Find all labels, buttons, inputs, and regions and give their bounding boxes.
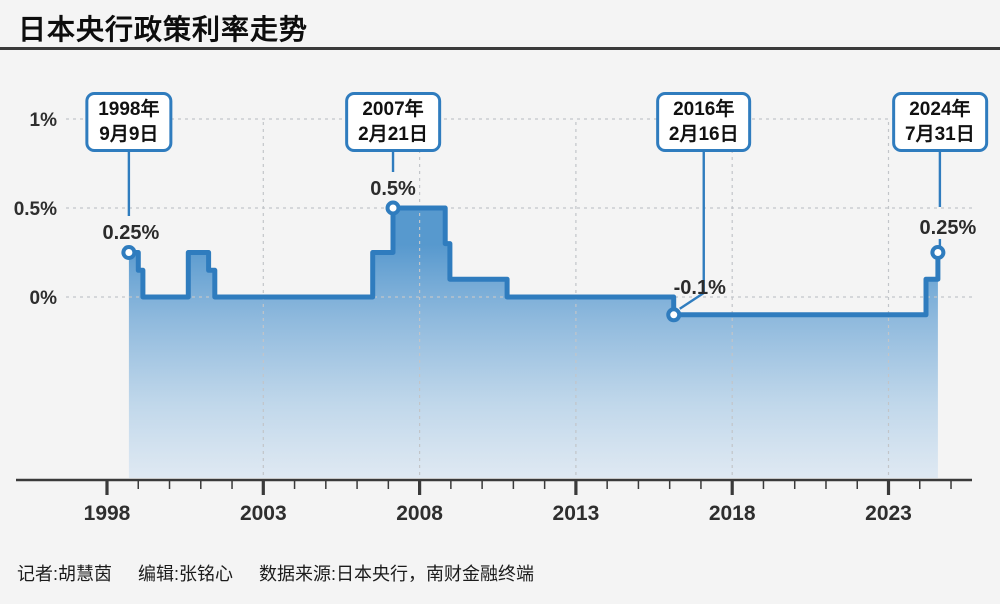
y-tick-label: 0%	[30, 288, 58, 309]
callout-date-line1: 2007年	[362, 99, 424, 120]
rate-marker-point	[666, 307, 682, 323]
rate-area-fill	[128, 208, 938, 478]
rate-value-label: 0.25%	[103, 222, 160, 244]
annotation-diagonal	[679, 291, 705, 310]
callout-date-line1: 2024年	[909, 99, 971, 120]
policy-rate-line	[128, 205, 941, 318]
page-title: 日本央行政策利率走势	[18, 14, 309, 45]
rate-value-label: 0.5%	[370, 178, 416, 200]
credits-footer: 记者:胡慧茵 编辑:张铭心 数据来源:日本央行，南财金融终端	[17, 560, 560, 586]
x-tick-label: 2023	[865, 502, 912, 525]
callout-date-line2: 9月9日	[99, 124, 159, 145]
callout-date-line1: 1998年	[98, 99, 160, 120]
title-divider	[0, 47, 1000, 50]
x-tick-label: 2018	[709, 502, 756, 525]
annotation-callout-2016: 2016年 2月16日	[655, 92, 752, 152]
x-tick-label: 1998	[84, 502, 131, 525]
callout-date-line2: 2月21日	[358, 124, 428, 145]
callout-date-line2: 2月16日	[668, 124, 739, 145]
rate-value-label: 0.25%	[920, 217, 977, 239]
callout-date-line2: 7月31日	[905, 124, 975, 145]
credit-editor: 编辑:张铭心	[138, 564, 234, 584]
x-tick-label: 2013	[553, 502, 600, 525]
annotation-callout-1998: 1998年 9月9日	[85, 92, 173, 152]
rate-marker-point	[930, 245, 946, 260]
y-tick-label: 0.5%	[14, 199, 57, 220]
credit-reporter: 记者:胡慧茵	[17, 564, 113, 584]
rate-marker-point	[121, 245, 137, 260]
y-tick-label: 1%	[30, 110, 58, 131]
rate-value-label: -0.1%	[674, 277, 726, 299]
x-tick-label: 2003	[240, 502, 287, 525]
credit-source: 数据来源:日本央行，南财金融终端	[259, 564, 535, 584]
annotation-callout-2007: 2007年 2月21日	[345, 92, 441, 152]
rate-marker-point	[385, 200, 401, 216]
annotation-callout-2024: 2024年 7月31日	[892, 92, 988, 152]
callout-date-line1: 2016年	[673, 99, 735, 120]
x-tick-label: 2008	[396, 502, 443, 525]
